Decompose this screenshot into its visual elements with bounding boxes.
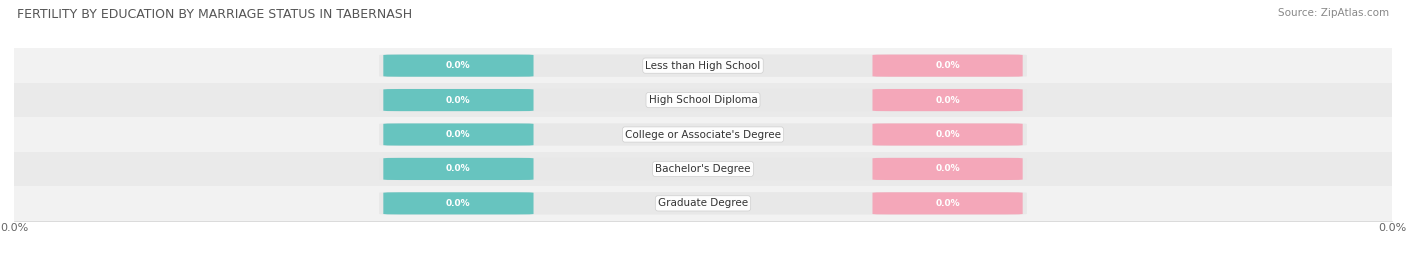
Text: Graduate Degree: Graduate Degree — [658, 198, 748, 208]
FancyBboxPatch shape — [873, 89, 1022, 111]
Text: 0.0%: 0.0% — [935, 199, 960, 208]
FancyBboxPatch shape — [380, 54, 1026, 77]
FancyBboxPatch shape — [380, 89, 1026, 111]
FancyBboxPatch shape — [380, 123, 1026, 146]
Text: 0.0%: 0.0% — [935, 130, 960, 139]
FancyBboxPatch shape — [873, 158, 1022, 180]
FancyBboxPatch shape — [384, 55, 533, 77]
Text: 0.0%: 0.0% — [446, 164, 471, 174]
FancyBboxPatch shape — [873, 123, 1022, 146]
Text: 0.0%: 0.0% — [446, 95, 471, 105]
Bar — [14, 83, 1392, 117]
FancyBboxPatch shape — [380, 192, 1026, 215]
Bar — [14, 117, 1392, 152]
Text: 0.0%: 0.0% — [935, 95, 960, 105]
Text: Bachelor's Degree: Bachelor's Degree — [655, 164, 751, 174]
Text: FERTILITY BY EDUCATION BY MARRIAGE STATUS IN TABERNASH: FERTILITY BY EDUCATION BY MARRIAGE STATU… — [17, 8, 412, 21]
Text: 0.0%: 0.0% — [446, 130, 471, 139]
FancyBboxPatch shape — [384, 158, 533, 180]
FancyBboxPatch shape — [384, 192, 533, 214]
FancyBboxPatch shape — [384, 89, 533, 111]
FancyBboxPatch shape — [380, 158, 1026, 180]
Text: 0.0%: 0.0% — [935, 164, 960, 174]
Text: 0.0%: 0.0% — [446, 61, 471, 70]
FancyBboxPatch shape — [384, 123, 533, 146]
Text: Source: ZipAtlas.com: Source: ZipAtlas.com — [1278, 8, 1389, 18]
FancyBboxPatch shape — [873, 55, 1022, 77]
Text: High School Diploma: High School Diploma — [648, 95, 758, 105]
Text: 0.0%: 0.0% — [446, 199, 471, 208]
Bar — [14, 152, 1392, 186]
FancyBboxPatch shape — [873, 192, 1022, 214]
Text: Less than High School: Less than High School — [645, 61, 761, 71]
Text: College or Associate's Degree: College or Associate's Degree — [626, 129, 780, 140]
Text: 0.0%: 0.0% — [935, 61, 960, 70]
Bar — [14, 186, 1392, 221]
Bar — [14, 48, 1392, 83]
